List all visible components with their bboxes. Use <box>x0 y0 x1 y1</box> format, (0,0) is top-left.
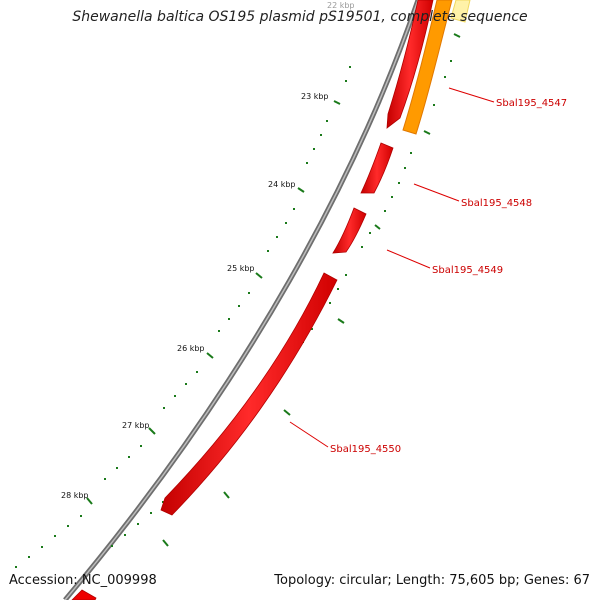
gene-label: Sbal195_4549 <box>432 265 503 276</box>
topology-summary: Topology: circular; Length: 75,605 bp; G… <box>274 573 590 588</box>
feature-orange <box>402 0 453 135</box>
gene-label: Sbal195_4547 <box>496 98 567 109</box>
gene-label: Sbal195_4548 <box>461 198 532 209</box>
feature-yellow <box>450 0 471 23</box>
gene-arrow-partial-bottom <box>71 589 97 600</box>
tick-label: 22 kbp <box>327 1 355 10</box>
scale-major-ticks <box>86 100 341 505</box>
scale-labels: 22 kbp 23 kbp 24 kbp 25 kbp 26 kbp 27 kb… <box>61 1 355 500</box>
accession-label: Accession: NC_009998 <box>9 573 157 588</box>
tick-label: 23 kbp <box>301 92 329 101</box>
scale-ring <box>15 66 351 568</box>
outer-major-ticks <box>162 33 461 547</box>
map-title: Shewanella baltica OS195 plasmid pS19501… <box>72 9 528 25</box>
tick-label: 26 kbp <box>177 344 205 353</box>
gene-labels <box>289 87 495 448</box>
gene-arrow-sbal195-4547 <box>386 0 434 129</box>
gene-label: Sbal195_4550 <box>330 444 401 455</box>
tick-label: 28 kbp <box>61 491 89 500</box>
gene-arrow-sbal195-4549 <box>332 207 367 254</box>
gene-arrow-sbal195-4550 <box>160 272 338 516</box>
gene-arrow-sbal195-4548 <box>360 142 394 194</box>
tick-label: 27 kbp <box>122 421 150 430</box>
backbone-arc <box>63 0 421 600</box>
tick-label: 25 kbp <box>227 264 255 273</box>
tick-label: 24 kbp <box>268 180 296 189</box>
